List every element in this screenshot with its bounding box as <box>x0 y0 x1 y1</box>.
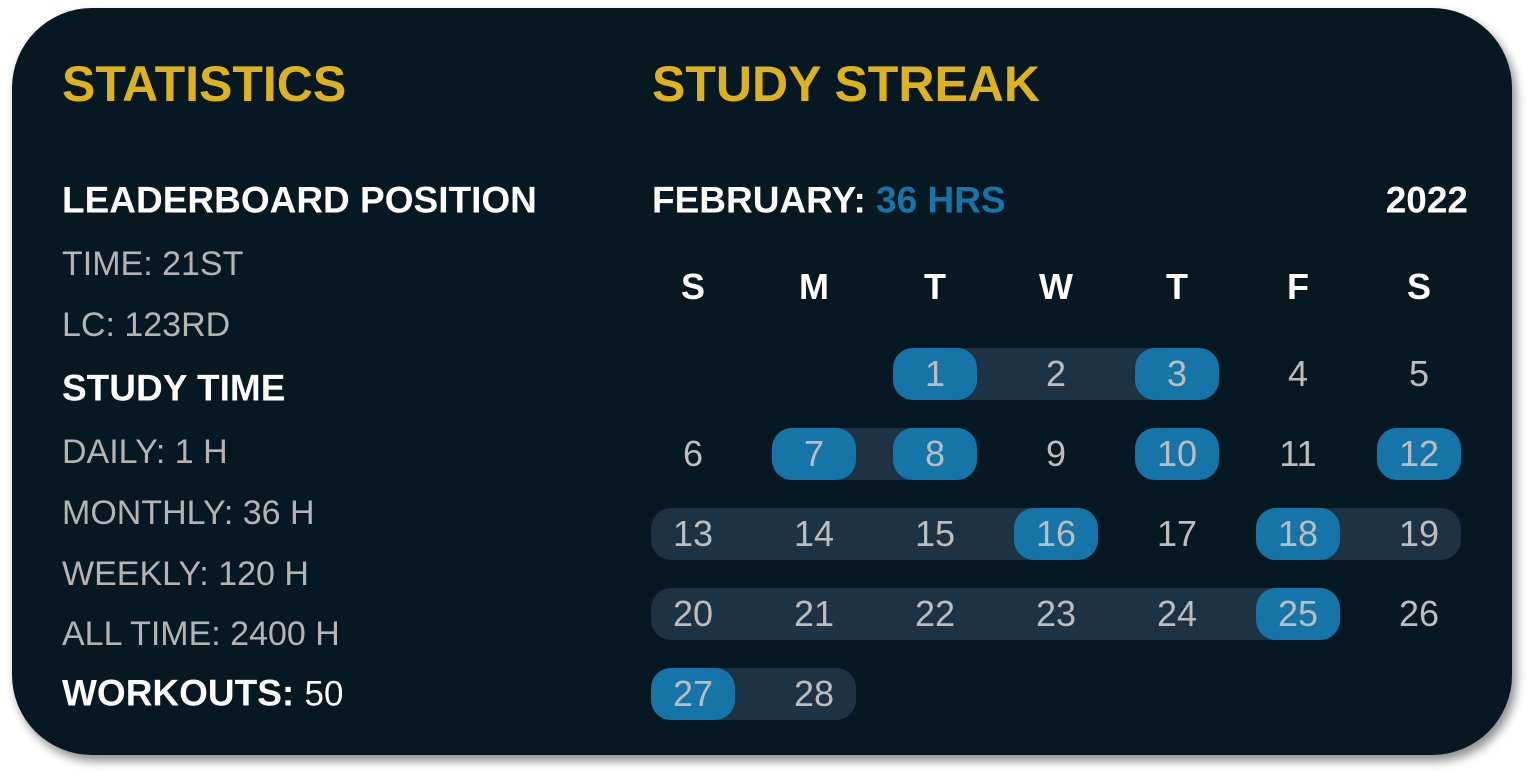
calendar-day[interactable]: 9 <box>1045 433 1067 474</box>
calendar-day[interactable]: 16 <box>1035 513 1077 554</box>
calendar-day[interactable]: 15 <box>914 513 956 554</box>
calendar-day[interactable]: 21 <box>793 593 835 634</box>
calendar-day[interactable]: 5 <box>1408 353 1430 394</box>
weekly-study-time: WEEKLY: 120 H <box>62 555 309 593</box>
study-streak-title: STUDY STREAK <box>652 56 1041 112</box>
calendar-day[interactable]: 19 <box>1398 513 1440 554</box>
streak-bar <box>651 588 1340 640</box>
studied-day-highlight <box>772 428 856 480</box>
studied-day-highlight <box>651 668 735 720</box>
calendar-day[interactable]: 7 <box>803 433 825 474</box>
workouts-value: 50 <box>304 674 344 714</box>
calendar-day[interactable]: 23 <box>1035 593 1077 634</box>
studied-day-highlight <box>893 348 977 400</box>
weekday-header: T <box>1166 266 1188 307</box>
monthly-study-time: MONTHLY: 36 H <box>62 494 315 532</box>
studied-day-highlight <box>893 428 977 480</box>
calendar-day[interactable]: 12 <box>1398 433 1440 474</box>
month-summary: FEBRUARY: 36 HRS <box>652 182 1006 219</box>
calendar-day[interactable]: 26 <box>1398 593 1440 634</box>
calendar-day[interactable]: 6 <box>682 433 704 474</box>
weekday-header: S <box>1406 266 1431 307</box>
all-time-study-time: ALL TIME: 2400 H <box>62 615 340 653</box>
studied-day-highlight <box>1377 428 1461 480</box>
studied-day-highlight <box>1256 508 1340 560</box>
calendar-day[interactable]: 25 <box>1277 593 1319 634</box>
calendar-day[interactable]: 4 <box>1287 353 1309 394</box>
weekday-header: F <box>1287 266 1309 307</box>
calendar-day[interactable]: 18 <box>1277 513 1319 554</box>
calendar-day[interactable]: 24 <box>1156 593 1198 634</box>
month-label: FEBRUARY: <box>652 179 866 221</box>
workouts: WORKOUTS: 50 <box>62 675 343 712</box>
calendar-day[interactable]: 3 <box>1166 353 1188 394</box>
studied-day-highlight <box>1135 348 1219 400</box>
calendar-day[interactable]: 1 <box>924 353 946 394</box>
weekday-header: W <box>1039 266 1073 307</box>
calendar-day[interactable]: 20 <box>672 593 714 634</box>
calendar-day[interactable]: 2 <box>1045 353 1067 394</box>
calendar-day[interactable]: 27 <box>672 673 714 714</box>
weekday-header: S <box>680 266 705 307</box>
weekday-header: M <box>799 266 829 307</box>
daily-study-time: DAILY: 1 H <box>62 433 228 471</box>
time-rank: TIME: 21ST <box>62 245 244 283</box>
month-hours: 36 HRS <box>876 179 1006 221</box>
studied-day-highlight <box>1014 508 1098 560</box>
studied-day-highlight <box>1256 588 1340 640</box>
workouts-label: WORKOUTS: <box>62 672 295 714</box>
weekday-header: T <box>924 266 946 307</box>
study-time-heading: STUDY TIME <box>62 367 286 409</box>
calendar-day[interactable]: 10 <box>1156 433 1198 474</box>
statistics-title: STATISTICS <box>62 56 347 112</box>
lc-rank: LC: 123RD <box>62 306 231 344</box>
calendar-day[interactable]: 14 <box>793 513 835 554</box>
calendar-day[interactable]: 8 <box>924 433 946 474</box>
calendar-day[interactable]: 13 <box>672 513 714 554</box>
calendar-day[interactable]: 11 <box>1279 433 1317 474</box>
studied-day-highlight <box>1135 428 1219 480</box>
year-label: 2022 <box>1385 179 1468 221</box>
calendar-day[interactable]: 28 <box>793 673 835 714</box>
calendar-day[interactable]: 22 <box>914 593 956 634</box>
leaderboard-heading: LEADERBOARD POSITION <box>62 179 537 221</box>
calendar-day[interactable]: 17 <box>1156 513 1198 554</box>
